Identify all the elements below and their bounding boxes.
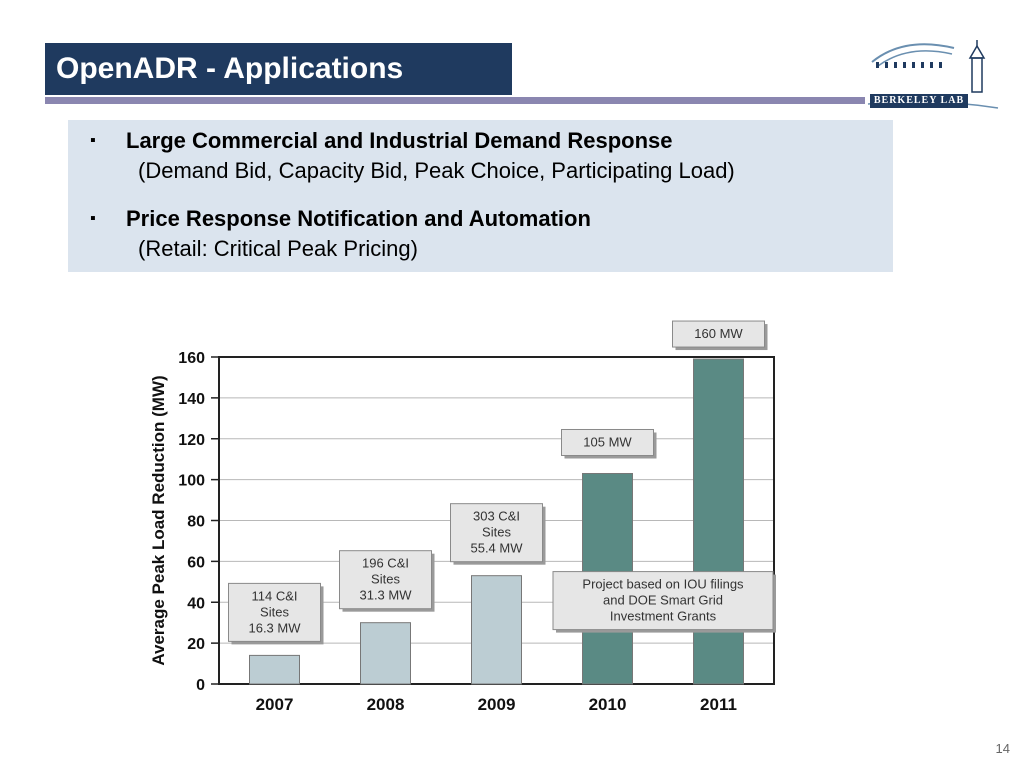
callout-2007 xyxy=(228,582,321,642)
callout-text: 105 MW xyxy=(583,434,632,449)
x-tick-label: 2008 xyxy=(367,695,405,714)
callout-2008 xyxy=(339,550,432,610)
bullet-marker: ▪ xyxy=(90,132,96,149)
x-tick-label: 2011 xyxy=(700,695,737,714)
callout-text: 303 C&I xyxy=(473,509,520,524)
chart-canvas: 0 20 40 60 80 100 120 140 160 Average Peak Load R… xyxy=(149,320,776,714)
slide-title: OpenADR - Applications xyxy=(45,43,512,95)
callout-text: 55.4 MW xyxy=(470,541,523,556)
bar-2008 xyxy=(360,622,411,685)
callout-text: 196 C&I xyxy=(362,556,409,571)
page-number: 14 xyxy=(995,741,1010,756)
callout-text: 114 C&I xyxy=(251,588,297,603)
x-tick-label: 2009 xyxy=(478,695,516,714)
callout-2009 xyxy=(450,503,543,563)
bar-2007 xyxy=(249,654,300,685)
x-tick-label: 2007 xyxy=(256,695,294,714)
bullet-heading: Price Response Notification and Automati… xyxy=(126,206,591,231)
y-tick-label: 120 xyxy=(178,432,205,449)
callout-text: 160 MW xyxy=(694,326,743,341)
callout-2010 xyxy=(561,428,654,456)
title-underline xyxy=(45,97,865,104)
peak-load-reduction-chart: 0 20 40 60 80 100 120 140 160 Average Peak Load R… xyxy=(140,300,800,730)
y-axis-label: Average Peak Load Reduction (MW) xyxy=(149,375,168,665)
y-tick-label: 140 xyxy=(178,391,205,408)
callout-text: Sites xyxy=(482,525,511,540)
y-tick-label: 20 xyxy=(187,636,205,653)
bullet-marker: ▪ xyxy=(90,210,96,227)
y-tick-label: 40 xyxy=(187,595,205,612)
bar-2009 xyxy=(471,575,522,685)
y-tick-label: 0 xyxy=(196,677,205,694)
y-tick-label: 160 xyxy=(178,350,205,367)
callout-text: Sites xyxy=(371,572,400,587)
callout-text: Investment Grants xyxy=(610,609,717,624)
callout-text: 16.3 MW xyxy=(248,620,301,635)
y-tick-label: 80 xyxy=(187,514,205,531)
bar-2011 xyxy=(693,358,744,685)
callout-text: 31.3 MW xyxy=(359,588,412,603)
y-tick-label: 100 xyxy=(178,473,205,490)
callout-2011 xyxy=(672,320,765,348)
y-tick-label: 60 xyxy=(187,554,205,571)
bullet-detail: (Retail: Critical Peak Pricing) xyxy=(138,236,418,261)
callout-text: and DOE Smart Grid xyxy=(603,593,723,608)
logo-text: BERKELEY LAB xyxy=(870,94,968,108)
x-tick-label: 2010 xyxy=(589,695,627,714)
callout-projection-note xyxy=(552,571,774,631)
callout-text: Sites xyxy=(260,604,289,619)
bullet-heading: Large Commercial and Industrial Demand R… xyxy=(126,128,673,153)
bullet-detail: (Demand Bid, Capacity Bid, Peak Choice, … xyxy=(138,158,735,183)
callout-text: Project based on IOU filings xyxy=(582,577,744,592)
bullet-list: ▪ Large Commercial and Industrial Demand… xyxy=(68,120,893,272)
